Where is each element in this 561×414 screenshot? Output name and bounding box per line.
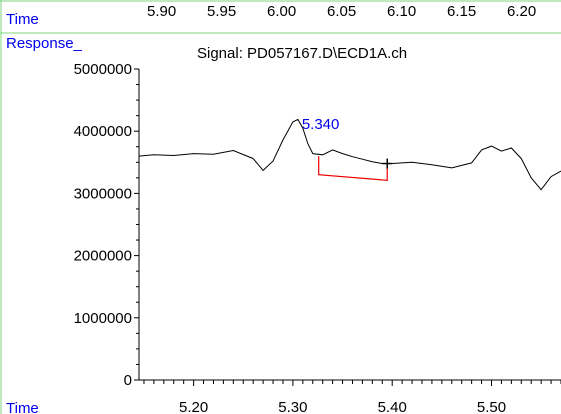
y-tick-label: 0 — [124, 372, 132, 389]
header-time-tick-label: 6.10 — [387, 3, 416, 20]
header-time-tick-label: 6.20 — [507, 3, 536, 20]
x-tick-label: 5.30 — [278, 399, 307, 414]
header-time-label: Time — [6, 11, 39, 28]
header-time-tick-label: 6.05 — [327, 3, 356, 20]
header-time-tick-label: 6.15 — [447, 3, 476, 20]
peak-end-marker — [382, 158, 393, 169]
x-axis-label: Time — [6, 400, 39, 414]
peak-retention-label: 5.340 — [302, 116, 340, 133]
signal-trace — [138, 118, 561, 191]
integration-baseline — [318, 156, 388, 181]
y-tick-label: 5000000 — [74, 61, 132, 78]
y-tick-label: 3000000 — [74, 185, 132, 202]
y-tick-label: 2000000 — [74, 248, 132, 265]
x-tick-label: 5.50 — [477, 399, 506, 414]
x-axis-ticks: 5.20 5.30 5.40 5.50 — [143, 380, 561, 414]
header-time-tick-label: 6.00 — [267, 3, 296, 20]
header-time-tick-label: 5.95 — [207, 3, 236, 20]
y-axis-ticks: 0 1000000 2000000 3000000 4000000 5000000 — [74, 61, 139, 389]
y-axis-label: Response_ — [6, 35, 83, 52]
chart-title: Signal: PD057167.D\ECD1A.ch — [197, 45, 407, 62]
x-tick-label: 5.20 — [179, 399, 208, 414]
y-tick-label: 1000000 — [74, 310, 132, 327]
y-tick-label: 4000000 — [74, 123, 132, 140]
header-time-ticks: 5.90 5.95 6.00 6.05 6.10 6.15 6.20 — [147, 3, 536, 20]
header-time-tick-label: 5.90 — [147, 3, 176, 20]
x-tick-label: 5.40 — [378, 399, 407, 414]
